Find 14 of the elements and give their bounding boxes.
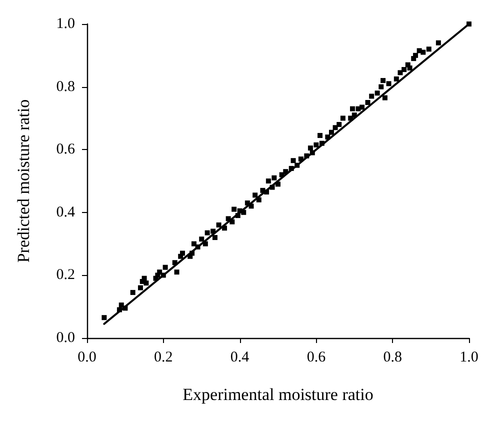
x-axis-title: Experimental moisture ratio bbox=[182, 385, 374, 404]
x-tick-label: 1.0 bbox=[460, 350, 478, 366]
y-axis-title: Predicted moisture ratio bbox=[14, 99, 33, 263]
y-tick-label: 1.0 bbox=[56, 16, 75, 32]
x-tick-label: 0.4 bbox=[230, 350, 250, 366]
x-tick-label: 0.8 bbox=[383, 350, 402, 366]
x-tick-label: 0.2 bbox=[154, 350, 173, 366]
y-tick-label: 0.4 bbox=[56, 204, 76, 220]
y-tick-label: 0.8 bbox=[56, 78, 75, 95]
y-tick-label: 0.0 bbox=[56, 330, 75, 346]
y-tick-label: 0.2 bbox=[56, 267, 75, 284]
y-tick-label: 0.6 bbox=[56, 142, 76, 158]
x-tick-label: 0.6 bbox=[306, 350, 326, 366]
x-tick-label: 0.0 bbox=[78, 350, 96, 366]
